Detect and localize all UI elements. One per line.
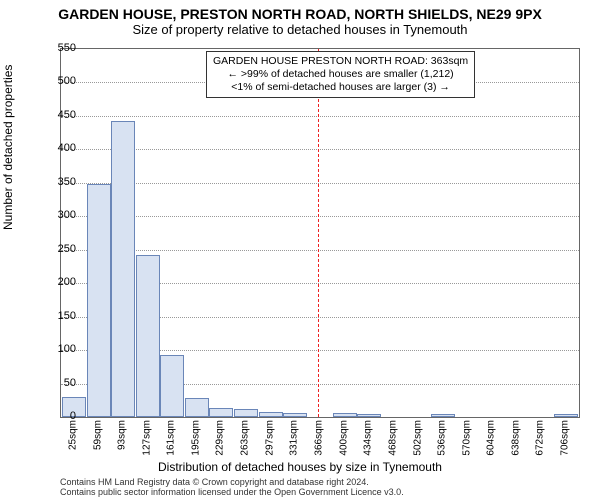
histogram-bar: [333, 413, 357, 417]
annotation-line: <1% of semi-detached houses are larger (…: [213, 81, 468, 94]
histogram-bar: [111, 121, 135, 417]
ytick-label: 400: [46, 142, 76, 154]
chart-title-sub: Size of property relative to detached ho…: [0, 22, 600, 37]
histogram-bar: [259, 412, 283, 417]
ytick-label: 100: [46, 343, 76, 355]
annotation-line: GARDEN HOUSE PRESTON NORTH ROAD: 363sqm: [213, 55, 468, 68]
annotation-box: GARDEN HOUSE PRESTON NORTH ROAD: 363sqm←…: [206, 51, 475, 98]
histogram-bar: [234, 409, 258, 417]
histogram-bar: [431, 414, 455, 417]
x-axis-label: Distribution of detached houses by size …: [0, 460, 600, 474]
xtick-label: 297sqm: [264, 420, 275, 456]
property-histogram: GARDEN HOUSE, PRESTON NORTH ROAD, NORTH …: [0, 0, 600, 500]
xtick-label: 502sqm: [412, 420, 423, 456]
xtick-label: 229sqm: [215, 420, 226, 456]
histogram-bar: [209, 408, 233, 417]
chart-title-main: GARDEN HOUSE, PRESTON NORTH ROAD, NORTH …: [0, 0, 600, 22]
xtick-label: 706sqm: [560, 420, 571, 456]
xtick-label: 263sqm: [239, 420, 250, 456]
xtick-label: 331sqm: [289, 420, 300, 456]
gridline: [61, 250, 579, 251]
ytick-label: 250: [46, 243, 76, 255]
gridline: [61, 116, 579, 117]
xtick-label: 25sqm: [68, 420, 79, 450]
ytick-label: 450: [46, 109, 76, 121]
xtick-label: 59sqm: [92, 420, 103, 450]
xtick-label: 468sqm: [388, 420, 399, 456]
ytick-label: 550: [46, 42, 76, 54]
gridline: [61, 183, 579, 184]
ytick-label: 500: [46, 75, 76, 87]
histogram-bar: [136, 255, 160, 417]
histogram-bar: [357, 414, 381, 417]
histogram-bar: [160, 355, 184, 417]
ytick-label: 150: [46, 310, 76, 322]
xtick-label: 672sqm: [535, 420, 546, 456]
ytick-label: 300: [46, 209, 76, 221]
xtick-label: 195sqm: [190, 420, 201, 456]
xtick-label: 434sqm: [363, 420, 374, 456]
ytick-label: 200: [46, 276, 76, 288]
xtick-label: 604sqm: [486, 420, 497, 456]
xtick-label: 161sqm: [166, 420, 177, 456]
xtick-label: 536sqm: [437, 420, 448, 456]
histogram-bar: [185, 398, 209, 417]
gridline: [61, 149, 579, 150]
plot-area: GARDEN HOUSE PRESTON NORTH ROAD: 363sqm←…: [60, 48, 580, 418]
histogram-bar: [283, 413, 307, 417]
chart-footer: Contains HM Land Registry data © Crown c…: [60, 478, 404, 498]
ytick-label: 50: [46, 377, 76, 389]
footer-line: Contains public sector information licen…: [60, 488, 404, 498]
xtick-label: 400sqm: [338, 420, 349, 456]
histogram-bar: [87, 184, 111, 417]
xtick-label: 366sqm: [314, 420, 325, 456]
y-axis-label: Number of detached properties: [1, 65, 15, 230]
xtick-label: 127sqm: [141, 420, 152, 456]
xtick-label: 93sqm: [117, 420, 128, 450]
gridline: [61, 216, 579, 217]
xtick-label: 570sqm: [461, 420, 472, 456]
histogram-bar: [554, 414, 578, 417]
ytick-label: 350: [46, 176, 76, 188]
xtick-label: 638sqm: [510, 420, 521, 456]
annotation-line: ← >99% of detached houses are smaller (1…: [213, 68, 468, 81]
marker-line: [318, 49, 319, 417]
